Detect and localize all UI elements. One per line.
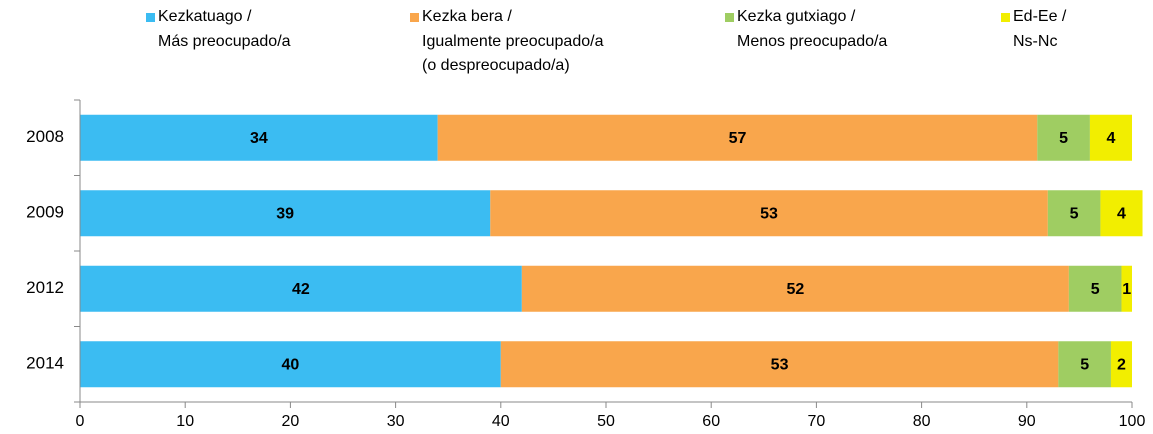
data-label: 2	[1117, 356, 1126, 373]
bar-segment	[80, 341, 501, 388]
data-label: 34	[250, 130, 268, 147]
x-tick-label: 100	[1119, 413, 1146, 430]
legend-label: Ed-Ee / Ns-Nc	[1013, 8, 1067, 50]
bar-segment	[437, 114, 1038, 161]
x-tick-label: 50	[597, 413, 615, 430]
legend-swatch	[1001, 13, 1010, 22]
legend-label: Kezka bera / Igualmente preocupado/a (o …	[422, 8, 604, 74]
x-tick-label: 80	[913, 413, 931, 430]
data-label: 57	[729, 130, 747, 147]
data-label: 4	[1107, 130, 1116, 147]
data-label: 42	[292, 281, 310, 298]
legend-label: Kezkatuago / Más preocupado/a	[158, 8, 291, 50]
x-tick-label: 30	[387, 413, 405, 430]
data-label: 52	[786, 281, 804, 298]
data-label: 5	[1070, 205, 1079, 222]
x-tick-label: 70	[808, 413, 826, 430]
data-label: 40	[282, 356, 300, 373]
x-tick-label: 0	[76, 413, 85, 430]
bar-segment	[1037, 114, 1090, 161]
x-tick-label: 90	[1018, 413, 1036, 430]
bar-segment	[1068, 265, 1122, 312]
data-label: 53	[771, 356, 789, 373]
bar-segment	[1047, 190, 1101, 237]
bar-segment	[1121, 265, 1132, 312]
y-tick-label: 2008	[26, 127, 64, 146]
y-tick-label: 2012	[26, 278, 64, 297]
bar-segment	[80, 265, 522, 312]
x-tick-label: 60	[702, 413, 720, 430]
bar-segment	[1100, 190, 1143, 237]
bar-segment	[1058, 341, 1111, 388]
data-label: 4	[1117, 205, 1126, 222]
bar-segment	[521, 265, 1069, 312]
legend-swatch	[146, 13, 155, 22]
y-tick-label: 2009	[26, 203, 64, 222]
bar-segment	[490, 190, 1048, 237]
legend-swatch	[725, 13, 734, 22]
x-tick-label: 20	[282, 413, 300, 430]
legend-swatch	[410, 13, 419, 22]
data-label: 1	[1122, 281, 1131, 298]
bar-segment	[80, 114, 438, 161]
y-tick-label: 2014	[26, 354, 64, 373]
bar-segment	[1089, 114, 1132, 161]
x-tick-label: 40	[492, 413, 510, 430]
x-tick-label: 10	[176, 413, 194, 430]
bar-segment	[80, 190, 491, 237]
bar-segment	[1110, 341, 1132, 388]
bar-segment	[500, 341, 1059, 388]
data-label: 5	[1091, 281, 1100, 298]
data-label: 5	[1080, 356, 1089, 373]
data-label: 5	[1059, 130, 1068, 147]
legend-label: Kezka gutxiago / Menos preocupado/a	[737, 8, 888, 50]
data-label: 39	[276, 205, 294, 222]
data-label: 53	[760, 205, 778, 222]
